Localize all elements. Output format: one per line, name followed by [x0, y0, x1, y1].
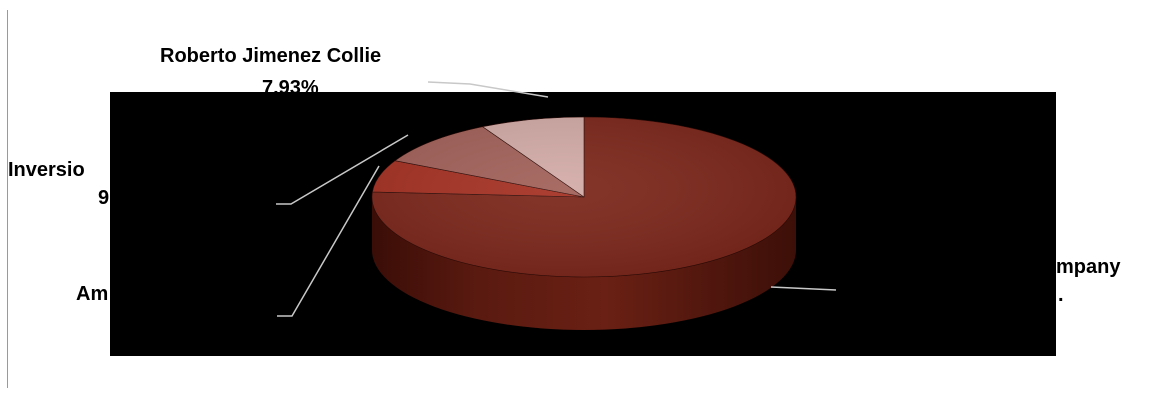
pie-top-sheen: [372, 117, 796, 277]
leader-line-roberto: [427, 81, 549, 98]
pie-side-wall: [372, 197, 796, 330]
leader-line-company: [770, 286, 837, 291]
label-am-name: Am: [76, 283, 109, 305]
leader-line-am: [277, 165, 380, 317]
label-company-name: mpany: [1056, 256, 1121, 278]
label-inversiones-name: Inversio: [8, 159, 85, 181]
label-roberto-name: Roberto Jimenez Collie: [160, 45, 382, 67]
label-company-pct: .: [1058, 284, 1064, 306]
label-inversiones-pct: 9: [98, 187, 110, 206]
leader-line-inversiones: [276, 134, 409, 205]
label-roberto-pct: 7.93%: [262, 77, 319, 92]
page-left-rule: [7, 10, 8, 388]
